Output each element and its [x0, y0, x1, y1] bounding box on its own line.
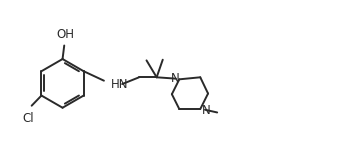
Text: N: N [171, 72, 180, 85]
Text: Cl: Cl [22, 112, 34, 125]
Text: N: N [202, 104, 211, 117]
Text: HN: HN [111, 78, 129, 91]
Text: OH: OH [56, 28, 74, 41]
